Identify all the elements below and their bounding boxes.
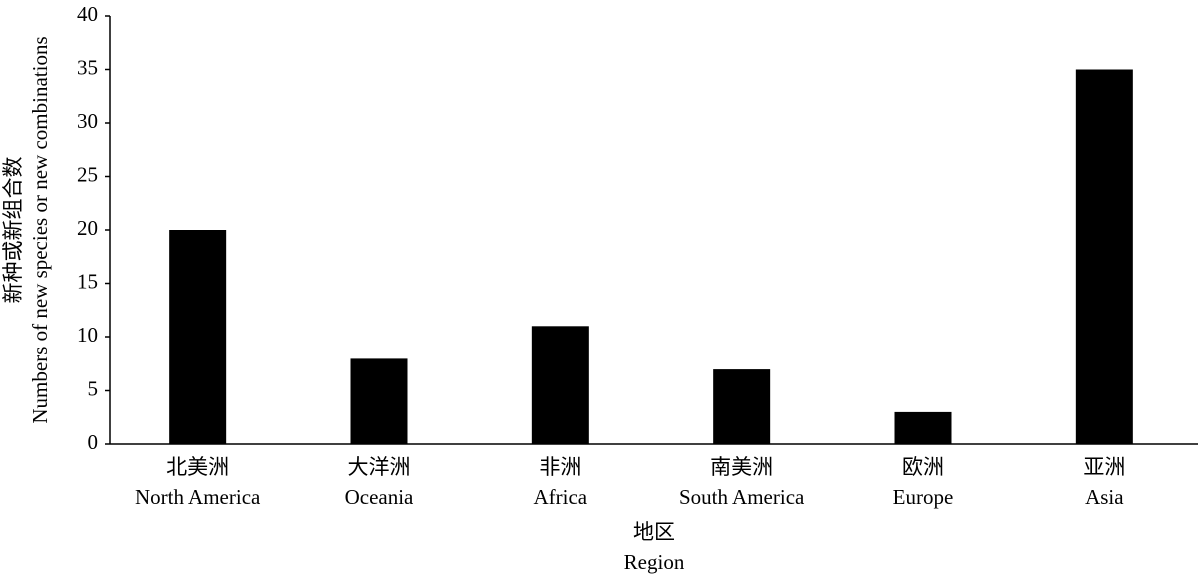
y-axis-label: 新种或新组合数 xyxy=(1,157,25,304)
bar xyxy=(350,358,408,444)
y-tick-label: 15 xyxy=(77,269,98,293)
y-tick-label: 25 xyxy=(77,162,98,186)
bar xyxy=(713,369,771,444)
x-axis-label: 地区 xyxy=(633,520,675,544)
y-tick-label: 30 xyxy=(77,109,98,133)
y-tick-label: 10 xyxy=(77,323,98,347)
y-tick-label: 35 xyxy=(77,55,98,79)
x-tick-label: South America xyxy=(679,485,805,509)
bar xyxy=(894,411,952,444)
y-tick-label: 5 xyxy=(88,376,99,400)
y-axis-label: Numbers of new species or new combinatio… xyxy=(28,36,52,423)
y-tick-label: 40 xyxy=(77,2,98,26)
x-tick-label: Oceania xyxy=(345,485,414,509)
x-tick-label: 欧洲 xyxy=(902,455,944,479)
x-tick-label: Europe xyxy=(893,485,954,509)
bar xyxy=(531,326,589,444)
bar xyxy=(1075,69,1133,444)
x-tick-label: 大洋洲 xyxy=(348,455,411,479)
x-tick-label: Africa xyxy=(534,485,588,509)
x-tick-label: 亚洲 xyxy=(1083,455,1125,479)
x-tick-label: 北美洲 xyxy=(166,455,229,479)
y-tick-label: 20 xyxy=(77,216,98,240)
x-axis-label: Region xyxy=(624,550,685,574)
x-tick-label: 南美洲 xyxy=(710,455,773,479)
x-tick-label: 非洲 xyxy=(539,455,581,479)
bar xyxy=(169,230,227,444)
y-tick-label: 0 xyxy=(88,430,99,454)
x-tick-label: Asia xyxy=(1085,485,1124,509)
x-tick-label: North America xyxy=(135,485,261,509)
